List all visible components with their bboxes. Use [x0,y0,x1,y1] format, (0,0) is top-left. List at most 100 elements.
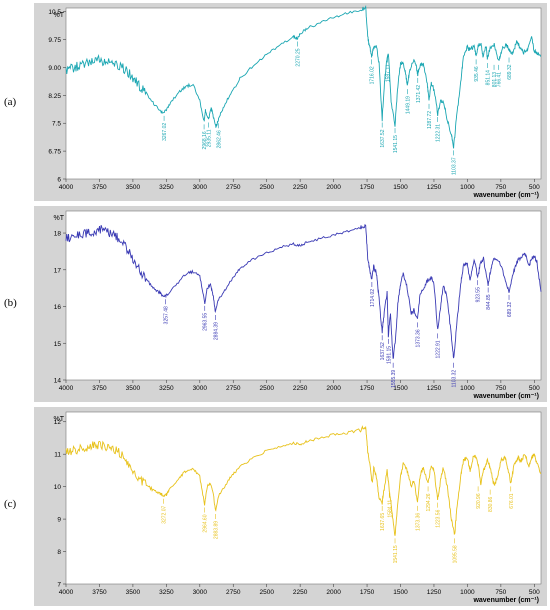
peak-label: 1541.15 [393,545,399,563]
x-tick-label: 750 [495,589,506,596]
peak-label: 935.46 [474,66,480,82]
spectrum-line [65,223,542,359]
peak-label: 1103.37 [452,157,458,175]
y-tick-label: 17 [54,267,62,274]
peak-label: 1637.52 [380,129,386,147]
y-tick-label: 8.25 [48,93,61,100]
y-tick-label: 12 [54,419,62,426]
x-tick-label: 3500 [126,184,141,191]
x-tick-label: 2500 [259,385,274,392]
peak-label: 2968.16 [202,131,208,149]
y-tick-label: 11 [54,452,61,459]
peak-label: 3272.07 [162,506,168,524]
x-tick-label: 3000 [193,589,208,596]
peak-label: 923.55 [476,287,482,303]
x-tick-label: 1750 [360,385,375,392]
x-tick-label: 3250 [159,184,174,191]
x-tick-label: 2000 [326,589,341,596]
peak-label: 2862.46 [216,130,222,148]
x-tick-label: 3250 [159,385,174,392]
y-axis-label: %T [54,416,65,423]
peak-label: 801.13 [492,72,498,88]
peak-label: 1103.32 [452,370,458,388]
peak-label: 2270.25 [295,48,301,66]
x-tick-label: 3750 [92,385,107,392]
x-tick-label: 2250 [293,385,308,392]
y-tick-label: 9.00 [48,65,61,72]
peak-label: 1637.65 [380,513,386,531]
y-tick-label: 6.75 [48,149,61,156]
y-tick-label: 7.5 [52,121,61,128]
x-tick-label: 2000 [326,385,341,392]
x-tick-label: 1250 [427,184,442,191]
x-tick-label: 500 [529,385,540,392]
chart-panel-c: %T 7 8 9 10 11 12 4000 3750 3500 3250 3000 2750 2500 2… [34,407,547,606]
x-tick-label: 2250 [293,184,308,191]
plot-area [65,7,542,180]
x-tick-label: 500 [529,589,540,596]
x-tick-label: 1500 [393,385,408,392]
x-axis-label: wavenumber (cm⁻¹) [472,597,539,604]
y-axis-label: %T [54,215,65,222]
peak-label: 1371.42 [416,85,422,103]
y-tick-label: 10 [54,484,62,491]
peak-label: 1541.15 [393,135,399,153]
peak-label: 2884.39 [213,322,219,340]
peak-label: 1555.39 [391,370,397,388]
x-tick-label: 750 [495,385,506,392]
panel-label-b: (b) [4,297,17,309]
x-tick-label: 4000 [59,385,74,392]
peak-label: 1222.91 [436,340,442,358]
peak-label: 1287.72 [427,111,433,129]
peak-label: 1373.36 [416,329,422,347]
peak-label: 1095.58 [453,545,459,563]
x-tick-label: 3500 [126,589,141,596]
x-tick-label: 3750 [92,589,107,596]
plot-area [65,411,542,585]
y-tick-label: 10.5 [48,9,61,16]
y-tick-label: 9.75 [48,37,61,44]
y-tick-label: 6 [57,177,61,184]
plot-area [65,210,542,381]
peak-label: 2963.55 [203,313,209,331]
peak-label: 1373.36 [416,513,422,531]
y-tick-label: 7 [57,582,61,589]
panel-label-a: (a) [4,96,17,108]
x-tick-label: 2000 [326,184,341,191]
peak-label: 676.01 [509,493,515,509]
peak-label: 2883.89 [213,521,219,539]
y-tick-label: 14 [54,378,62,385]
x-tick-label: 750 [495,184,506,191]
y-tick-label: 18 [54,231,62,238]
x-tick-label: 3750 [92,184,107,191]
y-tick-label: 16 [54,304,62,311]
x-tick-label: 3250 [159,589,174,596]
peak-label: 689.32 [507,302,513,318]
peak-label: 920.96 [476,493,482,509]
peak-label: 1449.19 [405,96,411,114]
y-axis-label: %T [54,12,65,19]
x-axis-label: wavenumber (cm⁻¹) [472,393,539,400]
peak-label: 1714.02 [370,289,376,307]
spectrum-line [65,5,542,149]
x-tick-label: 500 [529,184,540,191]
x-tick-label: 1250 [427,385,442,392]
peak-label: 3267.02 [162,123,168,141]
peak-label: 1584.11 [387,500,393,518]
chart-panel-a: %T 6 6.75 7.5 8.25 9.00 9.75 10.5 4000 3750 3500 32… [34,3,547,201]
x-tick-label: 1000 [460,385,475,392]
y-tick-label: 8 [57,549,61,556]
peak-label: 851.14 [485,70,491,86]
x-tick-label: 4000 [59,184,74,191]
peak-label: 1222.31 [436,124,442,142]
peak-label: 1597.11 [386,64,392,82]
x-tick-label: 1500 [393,589,408,596]
peak-label: 766.41 [497,72,503,88]
x-tick-label: 1000 [460,589,475,596]
x-tick-label: 2750 [226,589,241,596]
x-tick-label: 3000 [193,385,208,392]
x-tick-label: 1000 [460,184,475,191]
peak-label: 3257.48 [163,306,169,324]
y-tick-label: 15 [54,341,62,348]
chart-panel-b: %T 14 15 16 17 18 4000 3750 3500 3250 3000 2750 2500… [34,206,547,402]
